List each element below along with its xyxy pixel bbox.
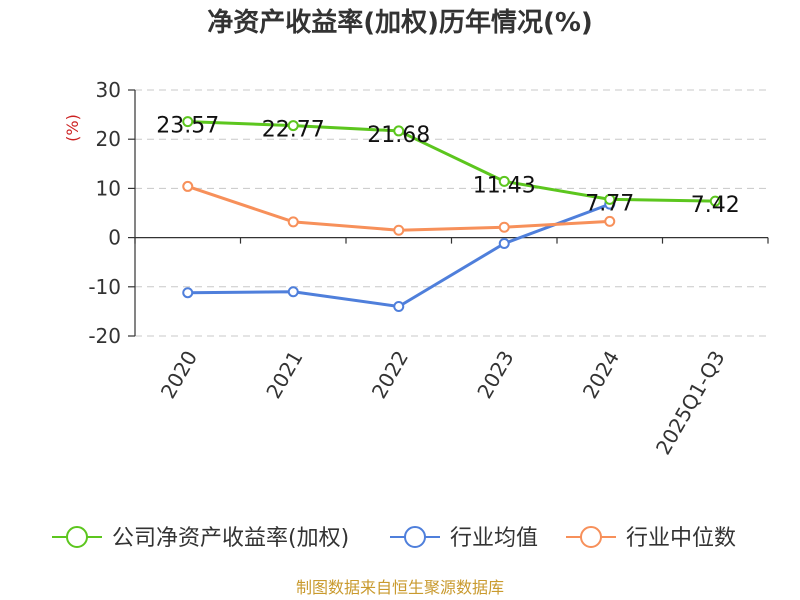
legend-marker xyxy=(66,526,88,548)
data-label: 11.43 xyxy=(473,173,536,198)
grid-lines xyxy=(135,89,768,337)
series-point xyxy=(604,215,616,227)
series-point xyxy=(498,175,510,187)
y-tick-label: 30 xyxy=(96,78,121,102)
y-tick-label: -20 xyxy=(88,324,121,348)
y-tick-label: 10 xyxy=(96,176,121,200)
series-point xyxy=(182,116,194,128)
data-label: 22.77 xyxy=(262,118,325,143)
x-tick-label: 2025Q1-Q3 xyxy=(651,347,730,459)
data-label: 7.77 xyxy=(585,191,634,216)
series-point xyxy=(498,238,510,250)
y-tick-label: -10 xyxy=(88,275,121,299)
series-line xyxy=(187,202,611,308)
series-point xyxy=(287,120,299,132)
legend-label: 行业中位数 xyxy=(626,526,736,551)
y-tick-label: 0 xyxy=(108,226,121,250)
x-tick-label: 2020 xyxy=(156,347,202,403)
series-point xyxy=(182,287,194,299)
x-tick-labels: 2020 2021 2022 2023 2024 2025Q1-Q3 xyxy=(156,347,730,459)
series-point xyxy=(498,221,510,233)
series-point xyxy=(604,193,616,205)
data-labels: 23.57 22.77 21.68 11.43 7.77 7.42 xyxy=(156,114,739,218)
data-label: 23.57 xyxy=(156,114,219,139)
series-points xyxy=(182,116,721,312)
x-tick-label: 2021 xyxy=(261,347,307,403)
x-tick-label: 2024 xyxy=(578,347,624,403)
series-point xyxy=(709,195,721,207)
series-lines xyxy=(187,120,716,308)
legend-marker xyxy=(404,526,426,548)
axes xyxy=(128,89,769,337)
data-label: 7.42 xyxy=(691,193,740,218)
series-point xyxy=(393,125,405,137)
y-axis-label: (%) xyxy=(63,114,82,142)
series-point xyxy=(287,216,299,228)
y-tick-label: 20 xyxy=(96,127,121,151)
series-point xyxy=(287,286,299,298)
series-point xyxy=(393,300,405,312)
series-line xyxy=(187,120,716,203)
legend-label: 公司净资产收益率(加权) xyxy=(112,526,349,551)
data-label: 21.68 xyxy=(367,123,430,148)
legend-marker xyxy=(580,526,602,548)
x-tick-label: 2023 xyxy=(472,347,518,403)
footer-source: 制图数据来自恒生聚源数据库 xyxy=(296,578,504,597)
legend: 公司净资产收益率(加权) 行业均值 行业中位数 xyxy=(52,526,736,551)
series-point xyxy=(393,224,405,236)
series-line xyxy=(187,185,610,232)
x-tick-label: 2022 xyxy=(367,347,413,403)
series-point xyxy=(182,180,194,192)
legend-label: 行业均值 xyxy=(450,526,538,551)
y-tick-labels: -20 -10 0 10 20 30 xyxy=(88,78,121,348)
chart-title: 净资产收益率(加权)历年情况(%) xyxy=(207,7,593,38)
